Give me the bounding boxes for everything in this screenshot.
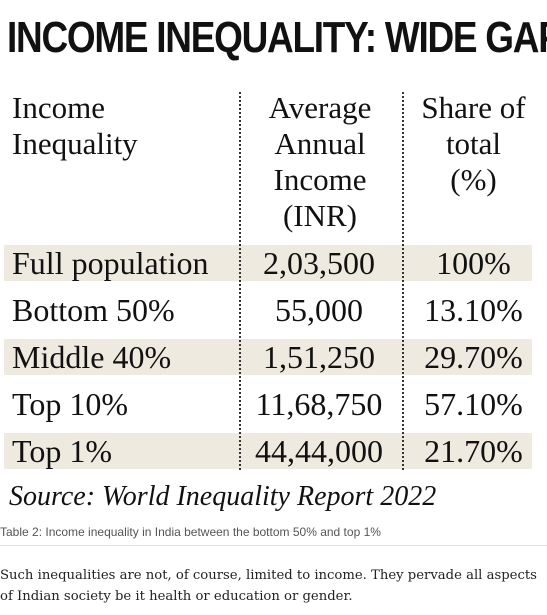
row-share: 13.10%	[424, 292, 523, 328]
row-label: Full population	[12, 245, 209, 281]
row-label: Top 10%	[12, 386, 128, 422]
header-line: Share of	[421, 90, 526, 125]
article-paragraph: Such inequalities are not, of course, li…	[0, 568, 537, 604]
table-row-middle-40: Middle 40% 1,51,250 29.70%	[4, 339, 532, 375]
header-share-of-total: Share of total (%)	[406, 90, 541, 198]
row-share: 100%	[436, 245, 511, 281]
header-average-annual-income: Average Annual Income (INR)	[245, 90, 395, 234]
table-row-top-1: Top 1% 44,44,000 21.70%	[4, 433, 532, 469]
header-line: Income	[273, 162, 367, 197]
header-line: Annual	[274, 126, 366, 161]
row-share: 29.70%	[424, 339, 523, 375]
divider	[0, 545, 547, 546]
header-income-inequality: Income Inequality	[12, 90, 237, 162]
header-line: (INR)	[282, 198, 358, 233]
row-income: 2,03,500	[263, 245, 375, 281]
row-income: 44,44,000	[255, 433, 383, 469]
table-row-full-population: Full population 2,03,500 100%	[4, 245, 532, 281]
column-divider	[239, 92, 241, 470]
figure-title: INCOME INEQUALITY: WIDE GAP	[7, 13, 547, 62]
header-line: (%)	[450, 162, 497, 197]
table-row-bottom-50: Bottom 50% 55,000 13.10%	[4, 292, 532, 328]
column-divider	[402, 92, 404, 470]
row-income: 1,51,250	[263, 339, 375, 375]
header-line: Inequality	[12, 126, 138, 161]
table-row-top-10: Top 10% 11,68,750 57.10%	[4, 386, 532, 422]
row-label: Middle 40%	[12, 339, 172, 375]
figure-caption: Table 2: Income inequality in India betw…	[0, 525, 381, 539]
row-share: 21.70%	[424, 433, 523, 469]
row-label: Bottom 50%	[12, 292, 175, 328]
row-income: 11,68,750	[255, 386, 383, 422]
header-line: Income	[12, 90, 105, 125]
row-label: Top 1%	[12, 433, 112, 469]
row-income: 55,000	[275, 292, 363, 328]
table-figure: INCOME INEQUALITY: WIDE GAP Income Inequ…	[4, 13, 547, 512]
source-note: Source: World Inequality Report 2022	[9, 481, 437, 512]
row-share: 57.10%	[424, 386, 523, 422]
header-line: total	[445, 126, 502, 161]
header-line: Average	[268, 90, 372, 125]
